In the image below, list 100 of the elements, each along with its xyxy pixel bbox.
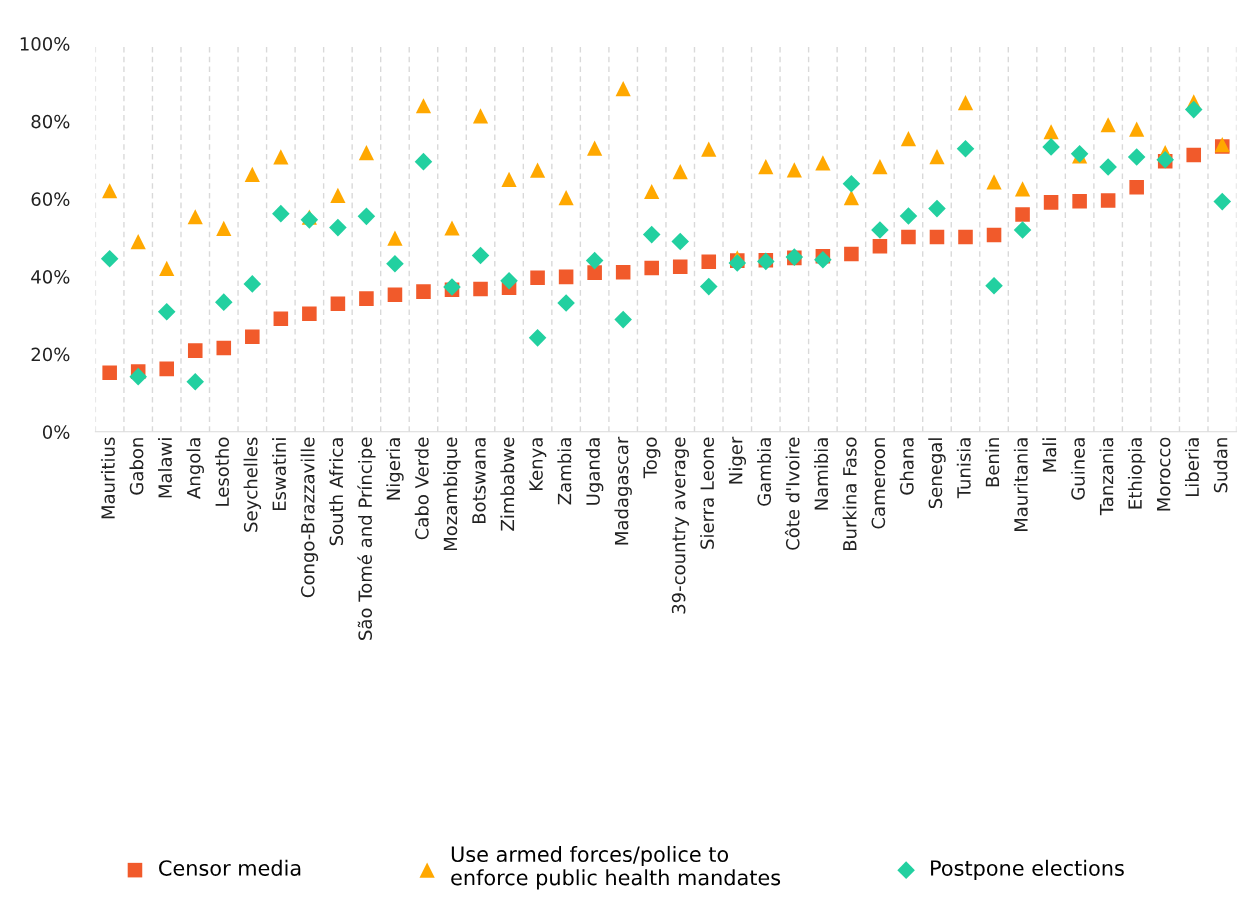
point <box>100 249 119 268</box>
x-tick-label: Ethiopia <box>1127 438 1146 509</box>
x-tick-label: Mauritania <box>1013 438 1028 532</box>
point <box>815 155 831 171</box>
point <box>701 141 717 157</box>
point <box>530 270 545 285</box>
point <box>414 152 433 171</box>
x-tick-label: Malawi <box>157 438 172 498</box>
x-tick-label: Cameroon <box>871 438 886 529</box>
point <box>901 229 916 245</box>
point <box>587 140 603 156</box>
x-tick-label: São Tomé and Príncipe <box>357 437 376 640</box>
point <box>985 277 1003 295</box>
point <box>929 229 945 245</box>
x-tick-label: Botswana <box>472 438 486 524</box>
point <box>872 238 888 254</box>
point <box>300 211 319 229</box>
point <box>444 220 460 236</box>
x-tick-label: Namibia <box>814 438 829 510</box>
point <box>1213 192 1232 211</box>
point <box>929 148 945 165</box>
x-tick-label: Tunisia <box>956 438 971 499</box>
x-tick-label: Gambia <box>757 438 772 506</box>
point <box>473 281 488 297</box>
x-tick-label: Congo-Brazzaville <box>300 437 319 598</box>
point <box>1042 138 1060 156</box>
point <box>187 343 203 358</box>
y-tick-label: 80% <box>31 114 70 129</box>
point <box>644 183 660 200</box>
point <box>1014 181 1031 197</box>
point <box>842 174 861 193</box>
point <box>387 230 403 246</box>
x-tick-label: Mauritius <box>100 437 115 519</box>
point <box>243 275 262 293</box>
point <box>699 277 718 296</box>
x-tick-label: Burkina Faso <box>842 437 857 551</box>
point <box>215 293 233 311</box>
point <box>1099 158 1117 176</box>
point <box>672 164 688 180</box>
x-tick-label: 39-country average <box>671 437 689 614</box>
point <box>671 232 690 251</box>
point <box>415 98 432 114</box>
point <box>329 218 347 237</box>
point <box>244 166 260 183</box>
x-tick-label: Mali <box>1042 438 1057 472</box>
x-tick-label: Sierra Leone <box>700 437 714 549</box>
point <box>471 246 490 265</box>
point <box>642 225 661 244</box>
point <box>302 306 317 322</box>
point <box>330 296 346 311</box>
point <box>1043 195 1059 210</box>
point <box>359 291 374 306</box>
point <box>357 207 376 226</box>
x-tick-label: Nigeria <box>386 438 404 500</box>
y-tick-label: 20% <box>31 347 70 362</box>
y-tick-label: 60% <box>31 192 70 207</box>
x-tick-label: Benin <box>985 438 1000 487</box>
point <box>501 171 517 188</box>
x-tick-label: Seychelles <box>243 437 262 532</box>
point <box>186 372 205 391</box>
point <box>1072 193 1087 209</box>
point <box>844 246 859 262</box>
y-tick-label: 40% <box>31 269 70 284</box>
x-tick-label: Niger <box>728 436 747 484</box>
point <box>245 329 260 344</box>
point <box>187 209 203 225</box>
point <box>615 264 631 280</box>
point <box>272 204 290 223</box>
point <box>1184 100 1203 119</box>
x-tick-label: Togo <box>643 437 661 479</box>
point <box>159 361 175 377</box>
point <box>1100 117 1116 133</box>
point <box>1013 221 1032 239</box>
point <box>872 159 888 175</box>
x-tick-label: Kenya <box>529 438 547 491</box>
x-tick-label: Ghana <box>899 438 914 495</box>
point <box>358 145 375 161</box>
point <box>216 340 232 356</box>
x-tick-label: Morocco <box>1157 437 1171 511</box>
point <box>273 149 289 165</box>
point <box>1043 124 1059 140</box>
point <box>728 254 747 272</box>
point <box>1127 148 1146 166</box>
point <box>386 254 404 273</box>
point <box>758 159 774 175</box>
point <box>443 278 461 296</box>
point <box>701 254 717 270</box>
point <box>956 140 975 158</box>
point <box>986 174 1002 190</box>
x-tick-label: Eswatini <box>272 438 287 511</box>
x-tick-label: Guinea <box>1070 438 1085 500</box>
point <box>416 284 431 299</box>
point <box>957 95 974 111</box>
x-tick-label: Lesotho <box>215 437 230 506</box>
point <box>1186 147 1202 163</box>
x-tick-label: Madagascar <box>614 436 632 545</box>
point <box>1129 121 1145 137</box>
legend-label: Censor media <box>159 859 301 876</box>
point <box>529 162 546 178</box>
x-tick-label: South Africa <box>329 438 344 546</box>
